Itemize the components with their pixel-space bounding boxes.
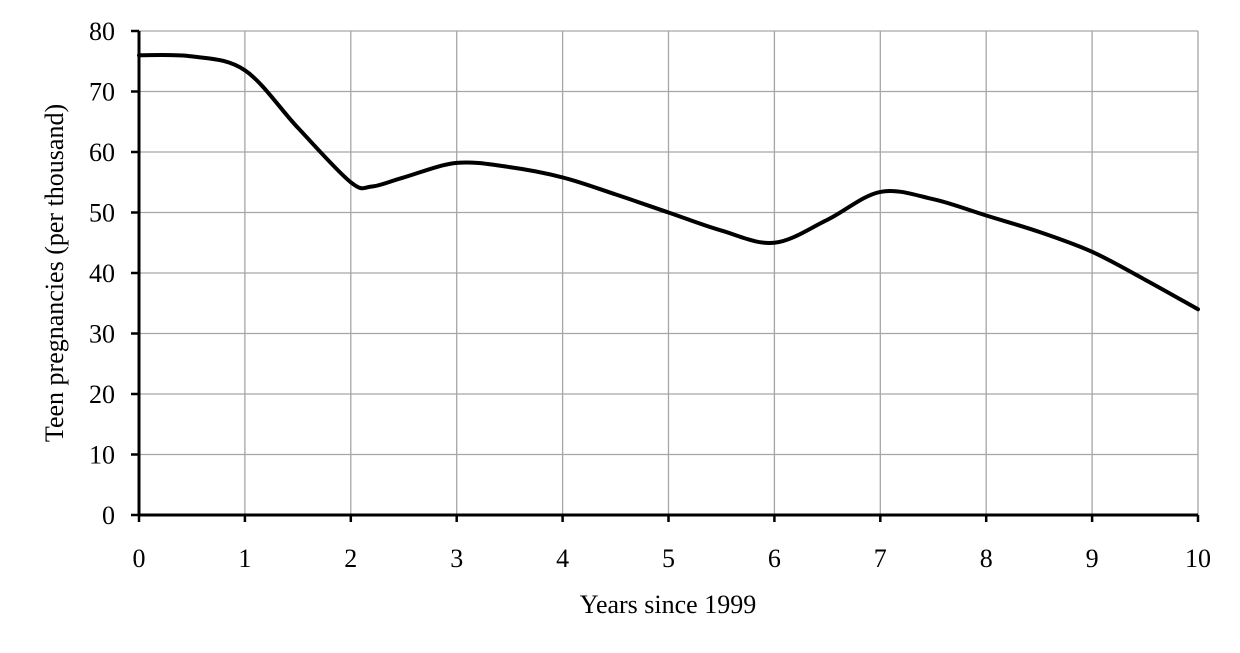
y-tick-label: 20 (89, 380, 115, 409)
y-tick-label: 40 (89, 259, 115, 288)
y-tick-label: 30 (89, 320, 115, 349)
y-tick-label: 70 (89, 78, 115, 107)
y-tick-label: 80 (89, 17, 115, 46)
y-tick-label: 60 (89, 138, 115, 167)
x-axis-title: Years since 1999 (580, 590, 756, 619)
series-group (137, 52, 1200, 312)
x-tick-label: 8 (980, 544, 993, 573)
x-tick-label: 10 (1185, 544, 1211, 573)
x-tick-label: 5 (662, 544, 675, 573)
x-tick-label: 1 (238, 544, 251, 573)
x-tick-label: 9 (1086, 544, 1099, 573)
x-tick-label: 3 (450, 544, 463, 573)
x-tick-label: 7 (874, 544, 887, 573)
y-tick-labels: 0 10 20 30 40 50 60 70 80 (89, 17, 115, 530)
x-tick-label: 0 (133, 544, 146, 573)
y-tick-label: 50 (89, 199, 115, 228)
x-tick-labels: 0 1 2 3 4 5 6 7 8 9 10 (133, 544, 1212, 573)
y-axis-title: Teen pregnancies (per thousand) (40, 104, 69, 442)
x-tick-label: 2 (344, 544, 357, 573)
grid-lines (139, 30, 1199, 515)
x-tick-label: 6 (768, 544, 781, 573)
series-line (137, 52, 1200, 312)
y-tick-label: 0 (102, 501, 115, 530)
x-tick-label: 4 (556, 544, 569, 573)
tick-marks (131, 29, 1200, 522)
y-tick-label: 10 (89, 441, 115, 470)
